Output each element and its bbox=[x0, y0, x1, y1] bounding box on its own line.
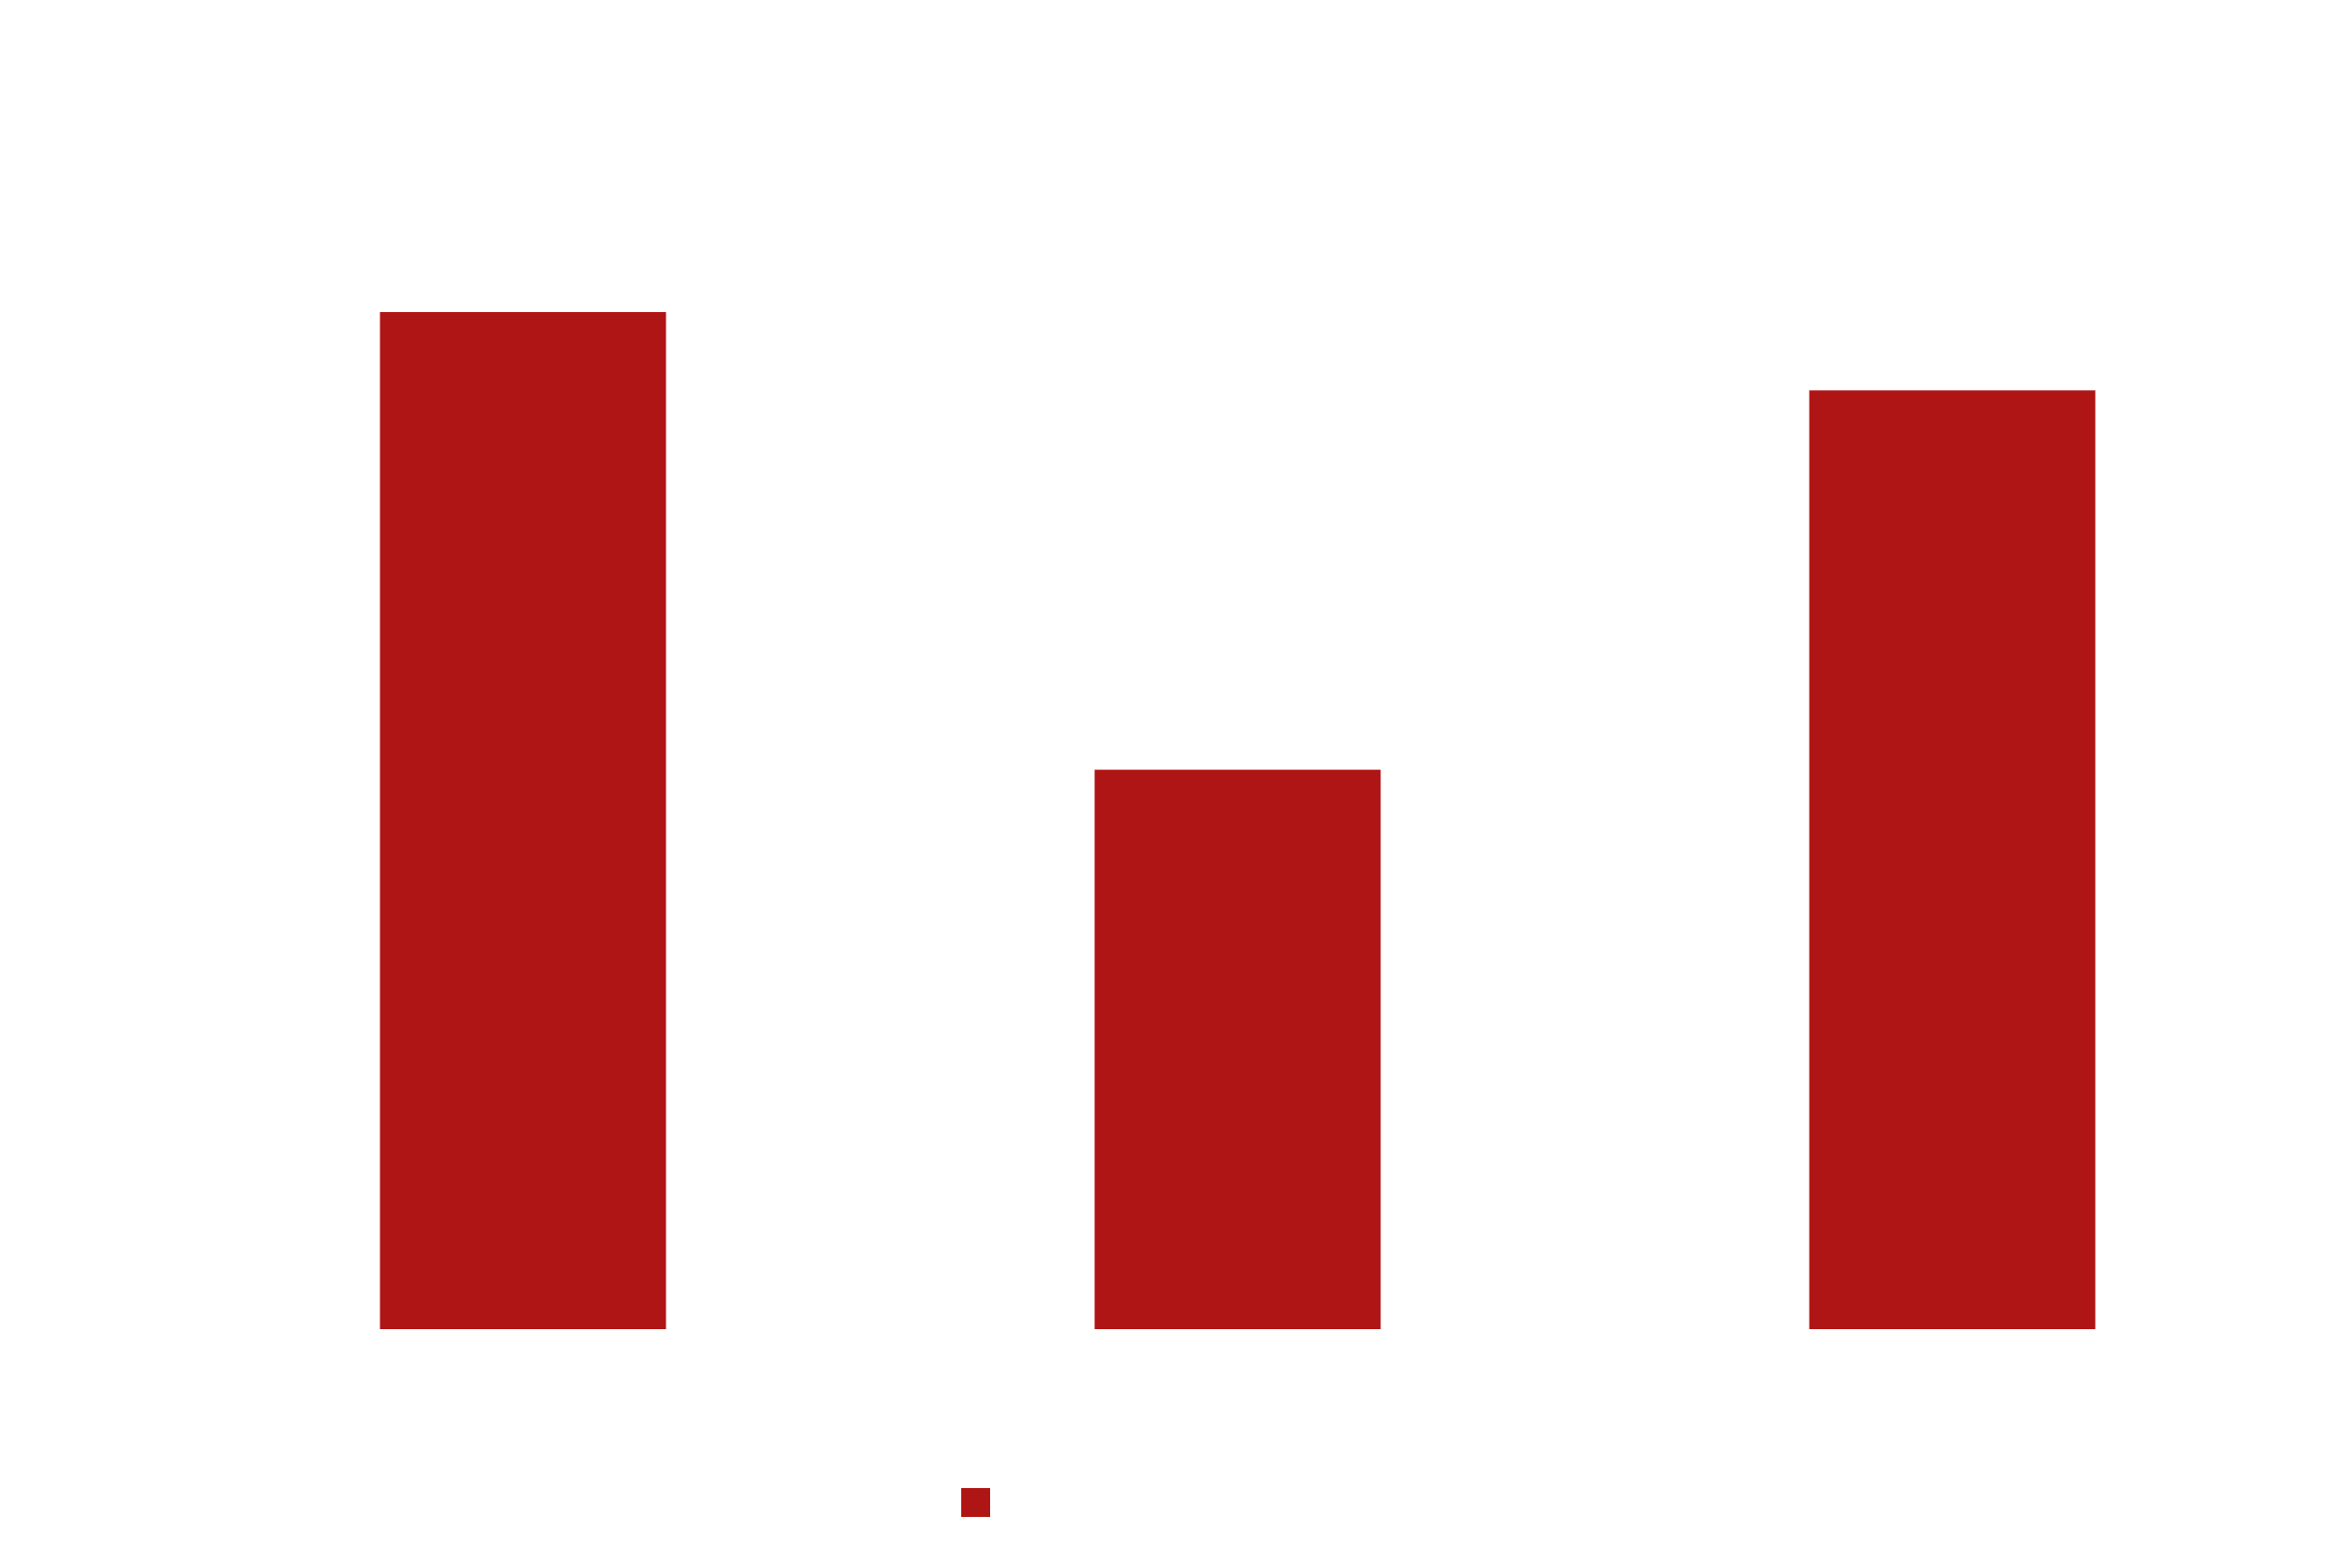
bar-3 bbox=[1809, 390, 2096, 1329]
bar-1 bbox=[379, 312, 666, 1329]
legend bbox=[961, 1488, 990, 1517]
bars-group bbox=[379, 312, 2096, 1329]
bar-2 bbox=[1094, 770, 1381, 1329]
legend-swatch bbox=[961, 1488, 990, 1517]
